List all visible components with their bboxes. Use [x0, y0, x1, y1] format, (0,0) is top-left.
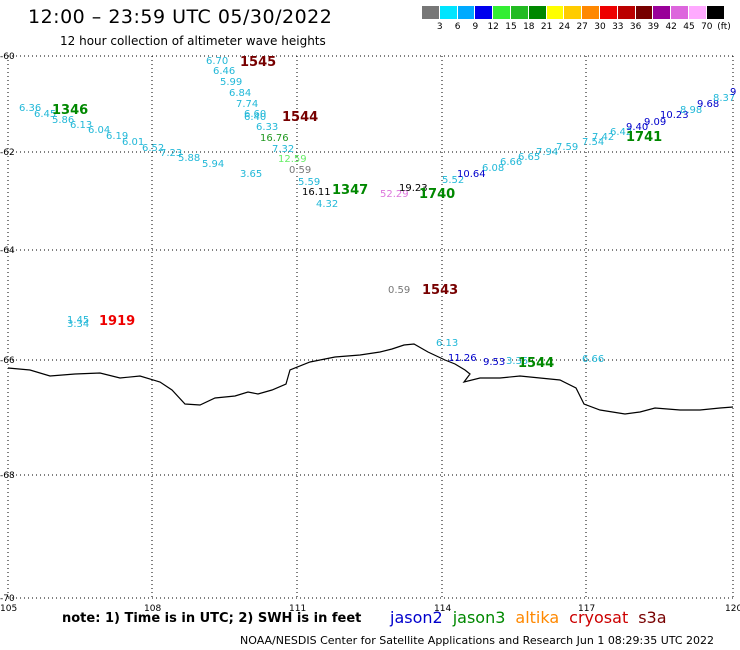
lat-tick-label: -66 — [0, 356, 15, 366]
legend-altika: altika — [515, 608, 559, 627]
legend-jason3: jason3 — [453, 608, 506, 627]
wave-height-value: 6.84 — [229, 89, 251, 99]
wave-height-value: 9.53 — [483, 358, 505, 368]
wave-height-value: 7.59 — [556, 143, 578, 153]
wave-height-value: 9 — [730, 88, 736, 98]
lon-tick-label: 120 — [725, 604, 740, 614]
pass-time-label: 1346 — [52, 104, 88, 117]
pass-time-label: 1544 — [282, 111, 318, 124]
legend-jason2: jason2 — [390, 608, 443, 627]
wave-height-value: 7.94 — [536, 148, 558, 158]
wave-height-value: 16.11 — [302, 188, 331, 198]
footer-credit: NOAA/NESDIS Center for Satellite Applica… — [240, 634, 714, 647]
pass-time-label: 1347 — [332, 184, 368, 197]
lat-tick-label: -62 — [0, 148, 15, 158]
pass-time-label: 1543 — [422, 284, 458, 297]
wave-height-value: 3.34 — [67, 320, 89, 330]
altimeter-map: 12:00 – 23:59 UTC 05/30/2022 12 hour col… — [0, 0, 740, 650]
note-text: note: 1) Time is in UTC; 2) SWH is in fe… — [62, 611, 361, 626]
wave-height-value: 16.76 — [260, 134, 289, 144]
wave-height-value: 6.46 — [213, 67, 235, 77]
wave-height-value: 6.33 — [256, 123, 278, 133]
wave-height-value: 11.26 — [448, 354, 477, 364]
pass-time-label: 1741 — [626, 131, 662, 144]
lon-tick-label: 105 — [0, 604, 17, 614]
pass-time-label: 1545 — [240, 56, 276, 69]
wave-height-value: 3.65 — [240, 170, 262, 180]
wave-height-value: 6.66 — [582, 355, 604, 365]
wave-height-value: 6.01 — [122, 138, 144, 148]
wave-height-value: 5.94 — [202, 160, 224, 170]
coastline — [8, 344, 733, 414]
wave-height-value: 0.59 — [388, 286, 410, 296]
lat-tick-label: -64 — [0, 246, 15, 256]
wave-height-value: 12.59 — [278, 155, 307, 165]
pass-time-label: 1919 — [99, 315, 135, 328]
satellite-legend: jason2 jason3 altika cryosat s3a — [390, 608, 677, 627]
wave-height-value: 0.59 — [289, 166, 311, 176]
legend-s3a: s3a — [638, 608, 666, 627]
lat-tick-label: -60 — [0, 52, 15, 62]
wave-height-value: 6.13 — [436, 339, 458, 349]
lat-tick-label: -70 — [0, 594, 15, 604]
pass-time-label: 1740 — [419, 188, 455, 201]
pass-time-label: 1544 — [518, 357, 554, 370]
wave-height-value: 4.32 — [316, 200, 338, 210]
wave-height-value: 5.99 — [220, 78, 242, 88]
legend-cryosat: cryosat — [569, 608, 628, 627]
wave-height-value: 5.88 — [178, 154, 200, 164]
lat-tick-label: -68 — [0, 471, 15, 481]
